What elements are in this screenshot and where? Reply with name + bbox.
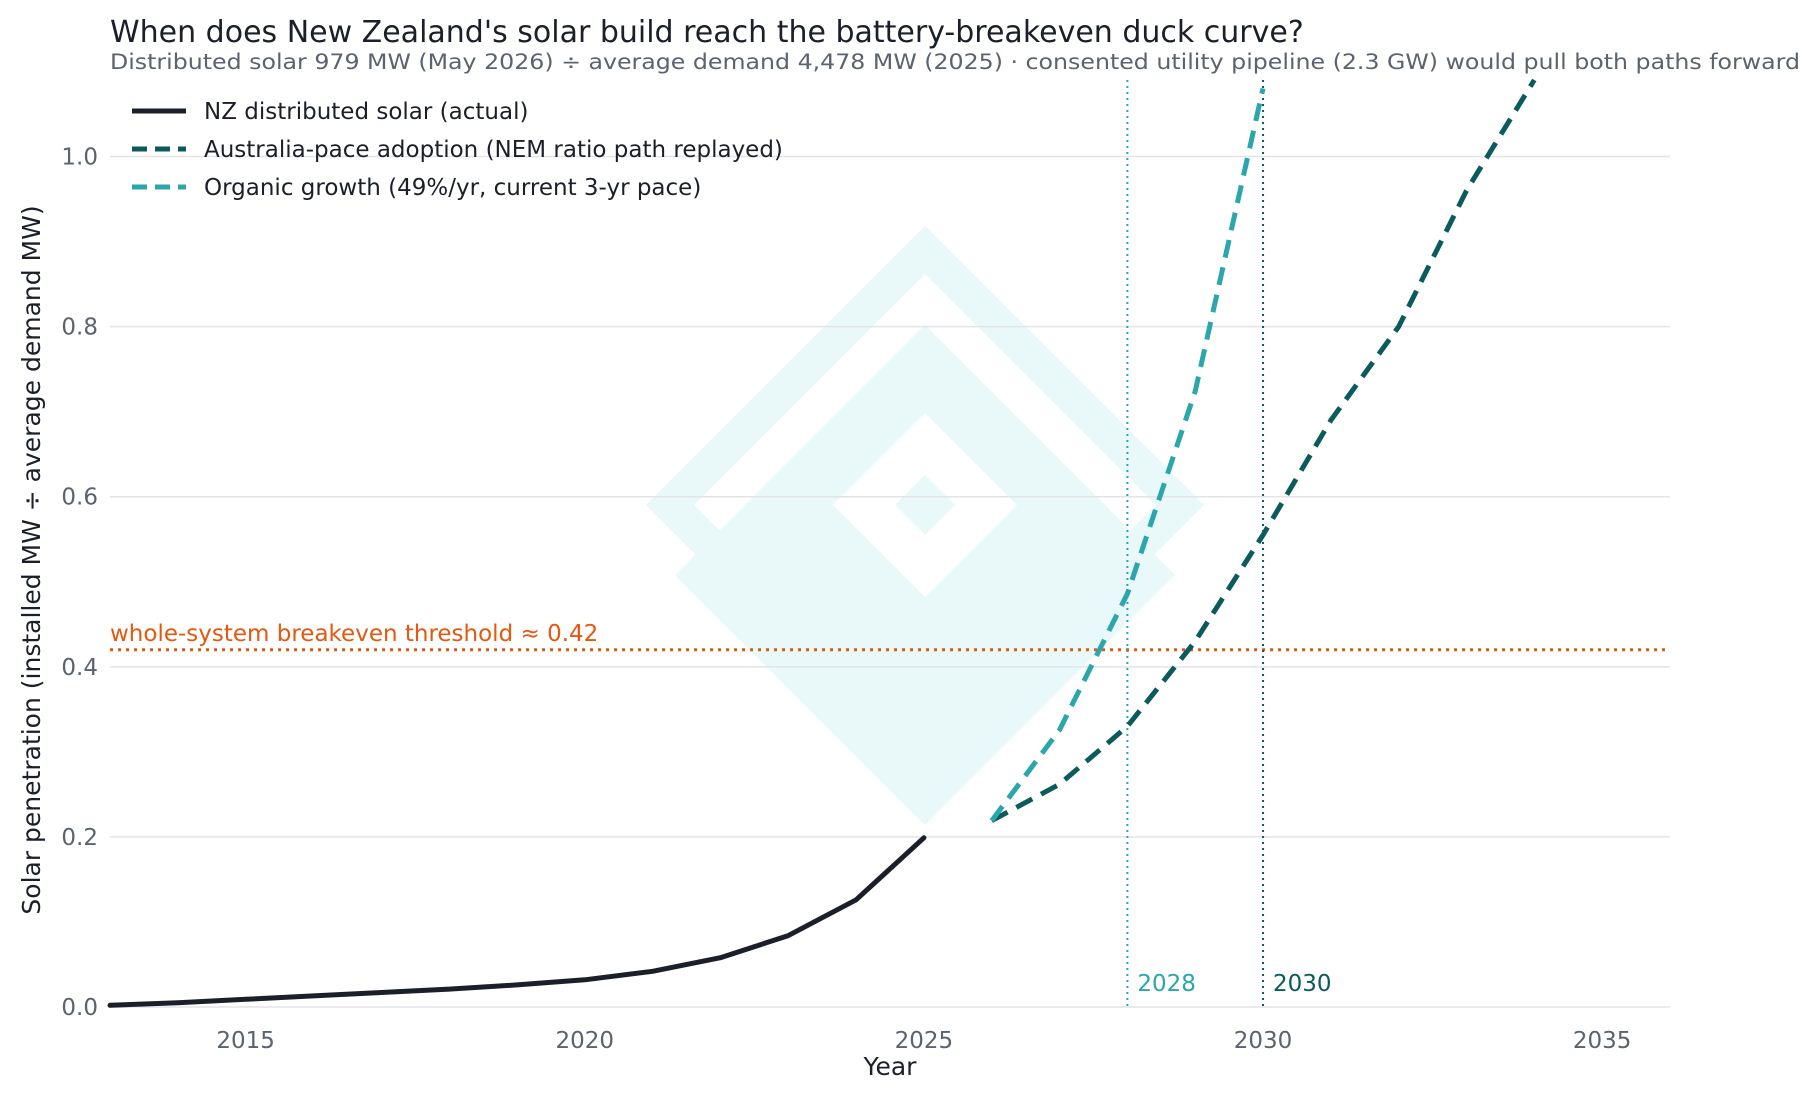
series-line-organic-growth bbox=[989, 87, 1266, 823]
x-tick-label: 2020 bbox=[556, 1028, 615, 1054]
y-tick-label: 0.0 bbox=[61, 995, 98, 1021]
legend-label-australia-pace: Australia-pace adoption (NEM ratio path … bbox=[204, 137, 783, 163]
x-axis-label: Year bbox=[863, 1052, 918, 1081]
x-tick-label: 2030 bbox=[1234, 1028, 1293, 1054]
y-tick-label: 0.8 bbox=[61, 315, 98, 341]
legend: NZ distributed solar (actual) Australia-… bbox=[132, 99, 783, 201]
watermark-core-diamond bbox=[895, 475, 955, 535]
x-tick-label: 2035 bbox=[1573, 1028, 1632, 1054]
marker-label-2030: 2030 bbox=[1273, 971, 1332, 997]
series-line-nz-actual bbox=[107, 835, 927, 1008]
y-axis-ticks: 0.0 0.2 0.4 0.6 0.8 1.0 bbox=[61, 145, 98, 1021]
x-axis-ticks: 2015 2020 2025 2030 2035 bbox=[216, 1028, 1631, 1054]
legend-label-nz-actual: NZ distributed solar (actual) bbox=[204, 99, 528, 125]
legend-label-organic-growth: Organic growth (49%/yr, current 3-yr pac… bbox=[204, 175, 701, 201]
series-lines bbox=[107, 78, 1537, 1008]
series-line-australia-pace bbox=[990, 78, 1537, 823]
chart-subtitle: Distributed solar 979 MW (May 2026) ÷ av… bbox=[110, 50, 1800, 74]
marker-label-2028: 2028 bbox=[1137, 971, 1196, 997]
threshold-label: whole-system breakeven threshold ≈ 0.42 bbox=[110, 621, 598, 647]
x-tick-label: 2025 bbox=[895, 1028, 954, 1054]
y-tick-label: 1.0 bbox=[61, 145, 98, 171]
gridlines bbox=[110, 155, 1670, 1008]
y-tick-label: 0.4 bbox=[61, 655, 98, 681]
chart-title: When does New Zealand's solar build reac… bbox=[110, 15, 1304, 50]
watermark-logo bbox=[645, 225, 1205, 825]
y-tick-label: 0.6 bbox=[61, 485, 98, 511]
annotations: whole-system breakeven threshold ≈ 0.42 … bbox=[110, 80, 1670, 1007]
y-tick-label: 0.2 bbox=[61, 825, 98, 851]
y-axis-label: Solar penetration (installed MW ÷ averag… bbox=[17, 205, 46, 914]
x-tick-label: 2015 bbox=[216, 1028, 275, 1054]
